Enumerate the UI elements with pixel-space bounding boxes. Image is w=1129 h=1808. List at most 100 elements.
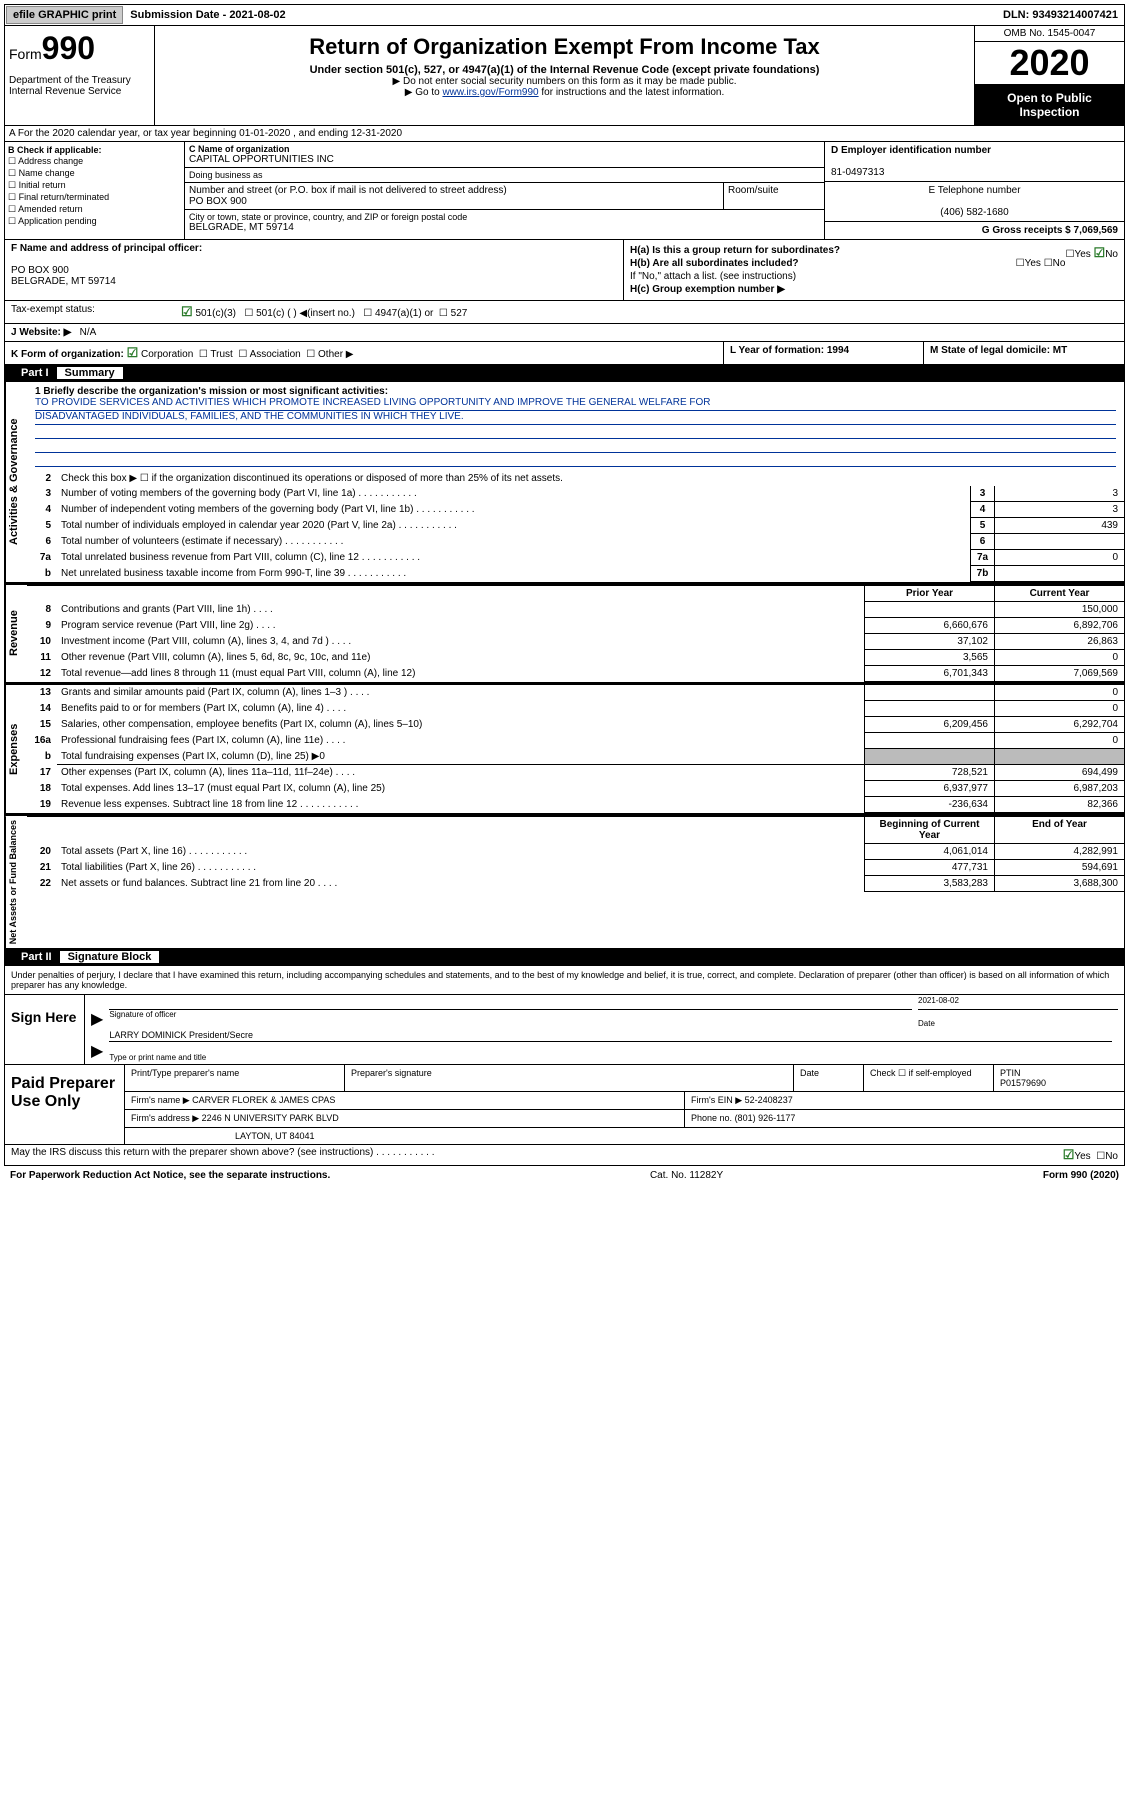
- line-16a-desc: Professional fundraising fees (Part IX, …: [57, 733, 864, 749]
- line-9-curr: 6,892,706: [994, 618, 1124, 634]
- paperwork-notice: For Paperwork Reduction Act Notice, see …: [10, 1170, 330, 1181]
- line-12-curr: 7,069,569: [994, 666, 1124, 682]
- sig-date-val: 2021-08-02: [918, 996, 1118, 1005]
- line-a-tax-year: A For the 2020 calendar year, or tax yea…: [4, 126, 1125, 142]
- org-name: CAPITAL OPPORTUNITIES INC: [189, 154, 334, 165]
- line-10-desc: Investment income (Part VIII, column (A)…: [57, 634, 864, 650]
- line-15-prior: 6,209,456: [864, 717, 994, 733]
- cb-initial-return[interactable]: ☐ Initial return: [8, 180, 181, 191]
- firm-name: CARVER FLOREK & JAMES CPAS: [192, 1095, 335, 1105]
- vtab-revenue: Revenue: [5, 585, 27, 682]
- prep-sig-label: Preparer's signature: [345, 1065, 794, 1091]
- line-7a-val: 0: [994, 550, 1124, 566]
- mission-label: 1 Briefly describe the organization's mi…: [35, 386, 388, 397]
- prior-year-hdr: Prior Year: [864, 586, 994, 602]
- line-18-prior: 6,937,977: [864, 781, 994, 797]
- sign-here-label: Sign Here: [5, 995, 85, 1064]
- begin-year-hdr: Beginning of Current Year: [864, 817, 994, 844]
- line-20-prior: 4,061,014: [864, 844, 994, 860]
- line-16b-desc: Total fundraising expenses (Part IX, col…: [57, 749, 864, 765]
- ha-label: H(a) Is this a group return for subordin…: [630, 245, 840, 256]
- line-14-prior: [864, 701, 994, 717]
- cb-amended-return[interactable]: ☐ Amended return: [8, 204, 181, 215]
- cb-final-return[interactable]: ☐ Final return/terminated: [8, 192, 181, 203]
- officer-addr1: PO BOX 900: [11, 265, 69, 276]
- line-8-desc: Contributions and grants (Part VIII, lin…: [57, 602, 864, 618]
- omb-number: OMB No. 1545-0047: [975, 26, 1124, 42]
- form990-link[interactable]: www.irs.gov/Form990: [442, 87, 538, 98]
- line-22-curr: 3,688,300: [994, 876, 1124, 892]
- typed-name-val: LARRY DOMINICK President/Secre: [109, 1030, 1112, 1040]
- ts-4947: 4947(a)(1) or: [375, 308, 433, 319]
- gross-receipts: G Gross receipts $ 7,069,569: [982, 225, 1118, 236]
- submission-date: Submission Date - 2021-08-02: [124, 7, 291, 23]
- line-17-prior: 728,521: [864, 765, 994, 781]
- line-8-prior: [864, 602, 994, 618]
- line-16a-curr: 0: [994, 733, 1124, 749]
- efile-print-button[interactable]: efile GRAPHIC print: [6, 6, 123, 24]
- line-6-desc: Total number of volunteers (estimate if …: [57, 534, 970, 550]
- sig-date-label: Date: [918, 1019, 935, 1028]
- dept-treasury: Department of the Treasury Internal Reve…: [9, 75, 150, 97]
- website-value: N/A: [80, 327, 97, 338]
- form-number-block: Form990 Department of the Treasury Inter…: [5, 26, 155, 125]
- line-6-val: [994, 534, 1124, 550]
- line-15-curr: 6,292,704: [994, 717, 1124, 733]
- discuss-question: May the IRS discuss this return with the…: [11, 1147, 435, 1158]
- goto-post: for instructions and the latest informat…: [539, 87, 725, 98]
- firm-addr2: LAYTON, UT 84041: [125, 1128, 685, 1144]
- prep-name-label: Print/Type preparer's name: [125, 1065, 345, 1091]
- line-10-prior: 37,102: [864, 634, 994, 650]
- line-12-prior: 6,701,343: [864, 666, 994, 682]
- website-label: J Website: ▶: [11, 327, 71, 338]
- cb-application-pending[interactable]: ☐ Application pending: [8, 216, 181, 227]
- top-toolbar: efile GRAPHIC print Submission Date - 20…: [4, 4, 1125, 26]
- prep-date-label: Date: [794, 1065, 864, 1091]
- firm-ein: 52-2408237: [745, 1095, 793, 1105]
- firm-addr1: 2246 N UNIVERSITY PARK BLVD: [202, 1113, 339, 1123]
- line-9-prior: 6,660,676: [864, 618, 994, 634]
- line-11-prior: 3,565: [864, 650, 994, 666]
- line-12-desc: Total revenue—add lines 8 through 11 (mu…: [57, 666, 864, 682]
- line-14-desc: Benefits paid to or for members (Part IX…: [57, 701, 864, 717]
- line-19-prior: -236,634: [864, 797, 994, 813]
- line-15-desc: Salaries, other compensation, employee b…: [57, 717, 864, 733]
- typed-name-label: Type or print name and title: [109, 1053, 206, 1062]
- public-inspection-badge: Open to Public Inspection: [975, 85, 1124, 125]
- end-year-hdr: End of Year: [994, 817, 1124, 844]
- firm-name-label: Firm's name ▶: [131, 1095, 190, 1105]
- goto-pre: ▶ Go to: [405, 87, 443, 98]
- line-22-prior: 3,583,283: [864, 876, 994, 892]
- org-address: PO BOX 900: [189, 196, 247, 207]
- line-21-prior: 477,731: [864, 860, 994, 876]
- sig-officer-label: Signature of officer: [109, 1010, 176, 1019]
- officer-addr2: BELGRADE, MT 59714: [11, 276, 116, 287]
- ts-501c: 501(c) ( ) ◀(insert no.): [256, 308, 355, 319]
- ein-label: D Employer identification number: [831, 145, 991, 156]
- ts-501c3: 501(c)(3): [195, 308, 236, 319]
- line-20-curr: 4,282,991: [994, 844, 1124, 860]
- line-22-desc: Net assets or fund balances. Subtract li…: [57, 876, 864, 892]
- cb-name-change[interactable]: ☐ Name change: [8, 168, 181, 179]
- state-domicile: M State of legal domicile: MT: [924, 342, 1124, 364]
- vtab-netassets: Net Assets or Fund Balances: [5, 816, 27, 948]
- line-7b-val: [994, 566, 1124, 582]
- line-17-desc: Other expenses (Part IX, column (A), lin…: [57, 765, 864, 781]
- line-14-curr: 0: [994, 701, 1124, 717]
- city-label: City or town, state or province, country…: [189, 212, 467, 222]
- mission-text-1: TO PROVIDE SERVICES AND ACTIVITIES WHICH…: [35, 397, 1116, 411]
- part-ii-header: Part II Signature Block: [4, 949, 1125, 966]
- hc-label: H(c) Group exemption number ▶: [630, 284, 785, 295]
- line-4-val: 3: [994, 502, 1124, 518]
- cb-address-change[interactable]: ☐ Address change: [8, 156, 181, 167]
- room-suite-label: Room/suite: [724, 183, 824, 209]
- tax-year: 2020: [975, 42, 1124, 85]
- vtab-expenses: Expenses: [5, 685, 27, 813]
- form-title-block: Return of Organization Exempt From Incom…: [155, 26, 974, 125]
- firm-phone: (801) 926-1177: [735, 1113, 796, 1123]
- line-21-curr: 594,691: [994, 860, 1124, 876]
- org-city: BELGRADE, MT 59714: [189, 222, 294, 233]
- line-10-curr: 26,863: [994, 634, 1124, 650]
- line-16a-prior: [864, 733, 994, 749]
- firm-phone-label: Phone no.: [691, 1113, 732, 1123]
